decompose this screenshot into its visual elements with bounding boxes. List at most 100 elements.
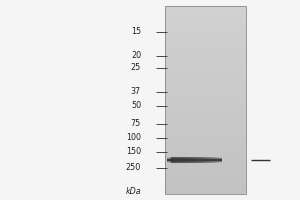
Bar	[172, 157, 217, 163]
Bar	[165, 102, 246, 105]
Bar	[165, 187, 246, 189]
Bar	[165, 163, 246, 166]
Bar	[165, 116, 246, 119]
Bar	[165, 46, 246, 48]
Text: 50: 50	[131, 102, 141, 110]
Bar	[171, 157, 205, 163]
Bar	[165, 39, 246, 41]
Bar	[165, 55, 246, 58]
Bar	[165, 166, 246, 168]
Text: 15: 15	[131, 27, 141, 36]
Bar	[165, 6, 246, 194]
Bar	[165, 53, 246, 55]
Bar	[165, 11, 246, 13]
Text: 250: 250	[126, 164, 141, 172]
Bar	[165, 67, 246, 69]
Bar	[165, 29, 246, 32]
Bar	[165, 32, 246, 34]
Bar	[165, 109, 246, 112]
Bar	[165, 135, 246, 138]
Bar	[165, 168, 246, 170]
Bar	[165, 88, 246, 91]
Bar	[165, 156, 246, 159]
Bar	[165, 37, 246, 39]
Bar	[165, 51, 246, 53]
Bar	[165, 84, 246, 86]
Bar	[165, 100, 246, 102]
Bar	[165, 182, 246, 185]
Bar	[165, 91, 246, 93]
Bar	[165, 18, 246, 20]
Bar	[165, 74, 246, 76]
Bar	[165, 6, 246, 8]
Bar	[165, 119, 246, 121]
Bar	[170, 157, 175, 163]
Bar	[165, 72, 246, 74]
Bar	[165, 15, 246, 18]
Bar	[170, 157, 191, 163]
Bar	[165, 126, 246, 128]
Bar	[165, 34, 246, 37]
Bar	[165, 170, 246, 173]
Bar	[165, 65, 246, 67]
Bar	[170, 157, 186, 163]
Bar	[165, 22, 246, 25]
Bar	[165, 8, 246, 11]
Bar	[165, 13, 246, 15]
Bar	[165, 86, 246, 88]
Bar	[165, 133, 246, 135]
Bar	[165, 95, 246, 98]
Bar	[165, 145, 246, 147]
Bar	[171, 157, 200, 163]
Bar	[165, 25, 246, 27]
Bar	[171, 157, 197, 163]
Bar	[165, 175, 246, 178]
Bar	[172, 157, 219, 163]
Text: 75: 75	[131, 119, 141, 129]
Bar	[170, 157, 180, 163]
Bar	[169, 157, 172, 163]
Bar	[165, 48, 246, 51]
Bar	[165, 180, 246, 182]
Bar	[165, 20, 246, 22]
Bar	[165, 79, 246, 81]
Bar	[165, 76, 246, 79]
Bar	[165, 140, 246, 142]
Bar	[165, 98, 246, 100]
Bar	[171, 157, 208, 163]
Bar	[165, 142, 246, 145]
Bar	[170, 157, 178, 163]
Bar	[165, 105, 246, 107]
Bar	[165, 81, 246, 84]
Bar	[165, 192, 246, 194]
Text: 25: 25	[131, 64, 141, 72]
Bar	[165, 41, 246, 44]
Bar	[165, 147, 246, 149]
Bar	[172, 157, 214, 163]
Bar	[165, 149, 246, 152]
Bar	[171, 157, 202, 163]
Bar	[171, 157, 194, 163]
Bar	[165, 161, 246, 163]
Bar	[165, 93, 246, 95]
Bar	[170, 157, 183, 163]
Bar	[165, 121, 246, 124]
Bar	[165, 131, 246, 133]
Bar	[170, 157, 189, 163]
Bar	[165, 152, 246, 154]
Bar	[165, 138, 246, 140]
Bar	[165, 44, 246, 46]
Bar	[165, 112, 246, 114]
Bar	[165, 173, 246, 175]
Bar	[165, 124, 246, 126]
Bar	[165, 185, 246, 187]
Bar	[165, 58, 246, 60]
Bar	[167, 157, 169, 163]
Bar	[165, 128, 246, 131]
Bar	[165, 69, 246, 72]
Bar	[165, 154, 246, 156]
Text: 37: 37	[131, 88, 141, 97]
Text: 150: 150	[126, 148, 141, 156]
Bar	[172, 157, 211, 163]
Bar	[165, 114, 246, 116]
